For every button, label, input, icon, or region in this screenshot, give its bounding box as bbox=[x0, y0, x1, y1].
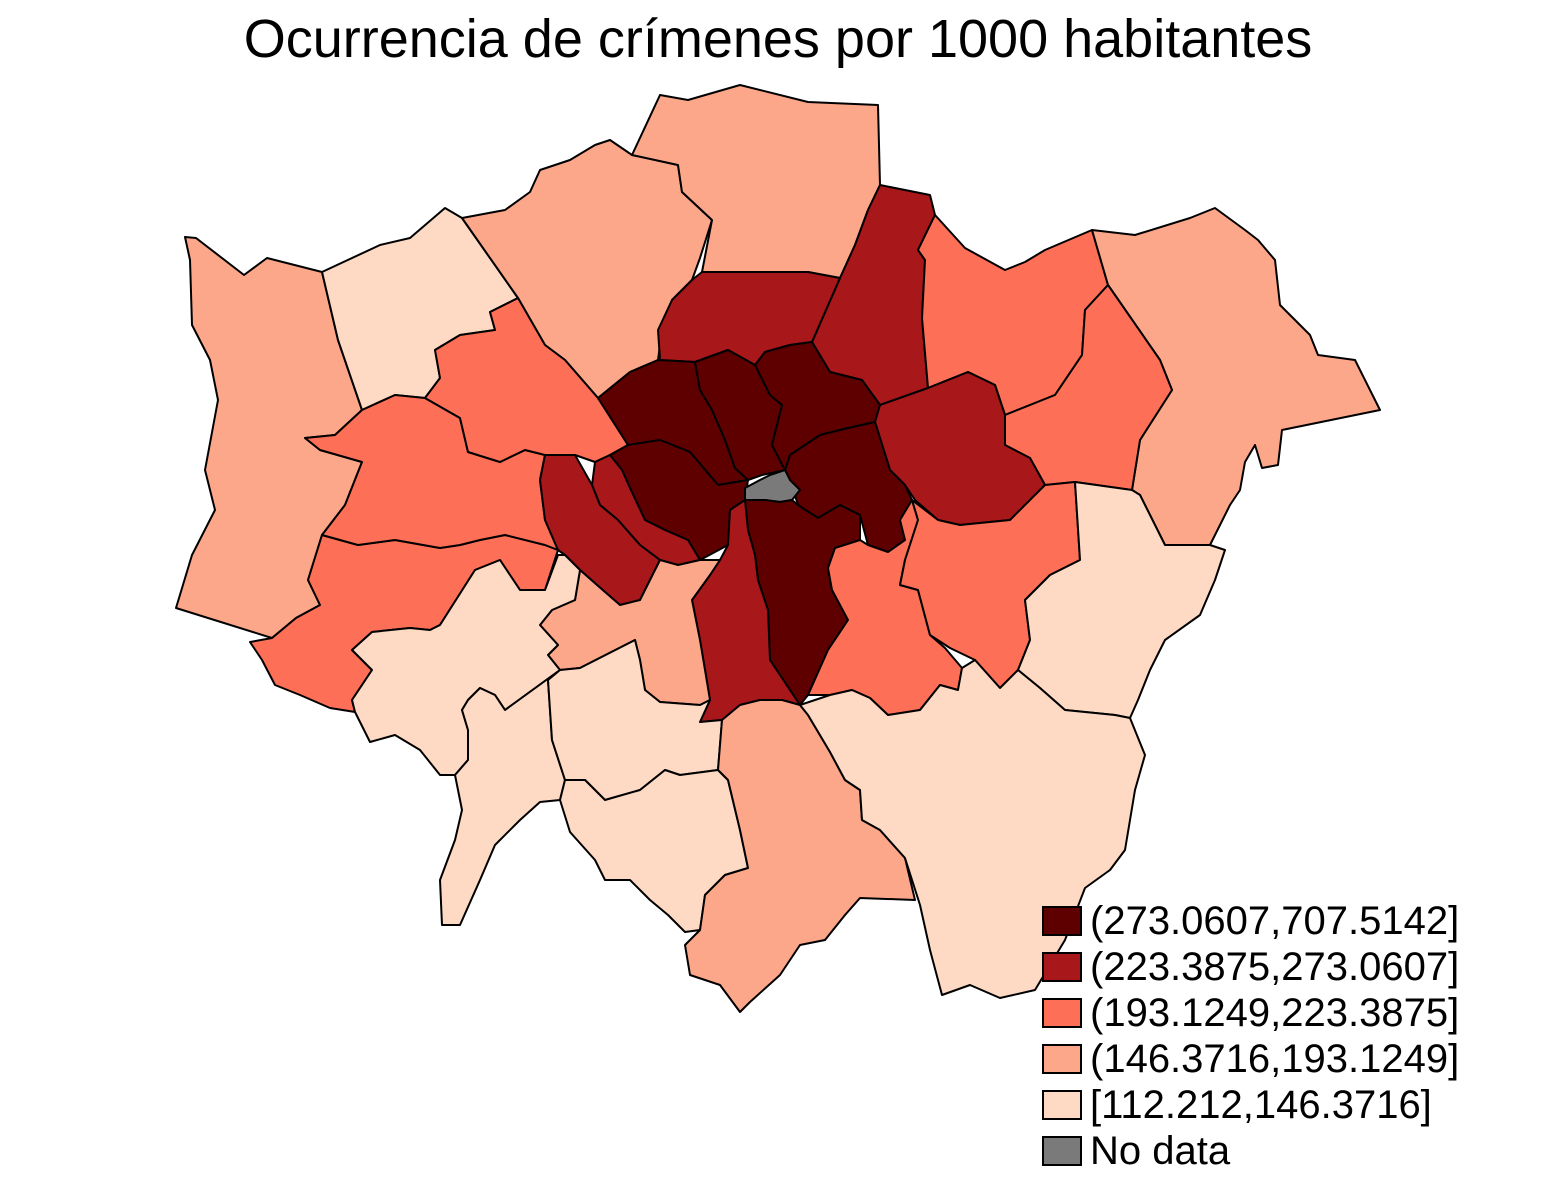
legend-item: (193.1249,223.3875] bbox=[1042, 990, 1459, 1036]
map-legend: (273.0607,707.5142] (223.3875,273.0607] … bbox=[1042, 898, 1459, 1174]
legend-label: (223.3875,273.0607] bbox=[1090, 945, 1460, 989]
legend-swatch bbox=[1042, 998, 1082, 1028]
map-title: Ocurrencia de crímenes por 1000 habitant… bbox=[243, 9, 1313, 69]
legend-item: (223.3875,273.0607] bbox=[1042, 944, 1459, 990]
region-bexley bbox=[1017, 481, 1226, 719]
legend-swatch bbox=[1042, 1136, 1082, 1166]
legend-item: (273.0607,707.5142] bbox=[1042, 898, 1459, 944]
legend-item: (146.3716,193.1249] bbox=[1042, 1036, 1459, 1082]
legend-swatch bbox=[1042, 1090, 1082, 1120]
legend-swatch bbox=[1042, 906, 1082, 936]
legend-item: [112.212,146.3716] bbox=[1042, 1082, 1459, 1128]
region-richmond bbox=[351, 554, 581, 776]
legend-label: (146.3716,193.1249] bbox=[1090, 1037, 1460, 1081]
legend-label: (193.1249,223.3875] bbox=[1090, 991, 1460, 1035]
legend-label: [112.212,146.3716] bbox=[1090, 1083, 1432, 1127]
legend-item: No data bbox=[1042, 1128, 1459, 1174]
legend-swatch bbox=[1042, 952, 1082, 982]
legend-swatch bbox=[1042, 1044, 1082, 1074]
legend-label: (273.0607,707.5142] bbox=[1090, 899, 1460, 943]
legend-label: No data bbox=[1090, 1129, 1231, 1173]
